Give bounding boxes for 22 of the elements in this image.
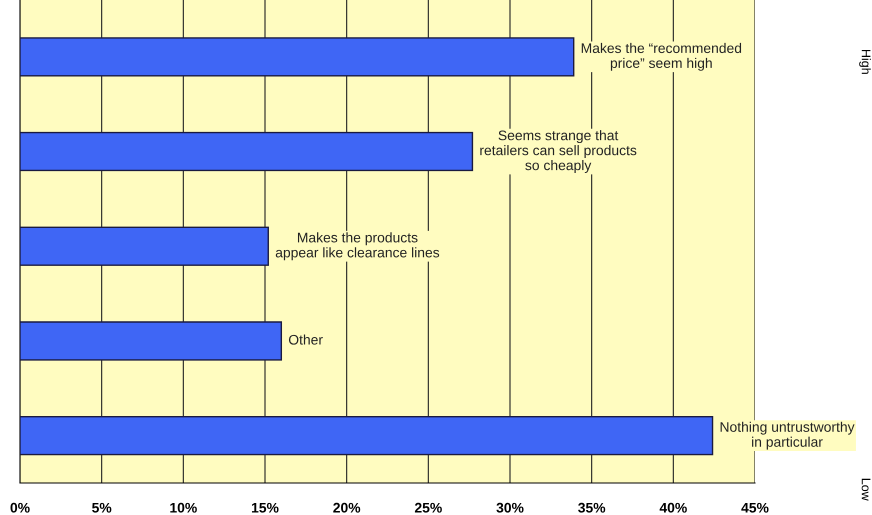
y-tick-label: Makes the products appear like clearance lines — [276, 232, 440, 260]
y-tick-label: Nothing untrustworthy in particular — [720, 422, 855, 450]
x-tick-label: 15% — [252, 502, 279, 513]
bar — [20, 226, 269, 266]
x-tick-label: 35% — [578, 502, 606, 513]
y-tick-label: Other — [288, 334, 323, 345]
x-tick-label: 25% — [414, 502, 442, 513]
bar — [20, 321, 282, 361]
x-tick-label: 45% — [741, 502, 769, 513]
bar — [20, 132, 474, 172]
bar — [20, 416, 714, 456]
y-tick-label: Makes the “recommended price” seem high — [582, 42, 742, 71]
y-tick-label: Seems strange that retailers can sell products so cheaply — [480, 130, 636, 173]
bar — [20, 37, 574, 76]
text: Low — [862, 478, 870, 501]
x-tick-label: 40% — [660, 502, 687, 513]
text: High — [859, 50, 871, 74]
x-tick-label: 10% — [170, 502, 197, 513]
x-tick-label: 0% — [10, 502, 30, 513]
x-tick-label: 20% — [333, 502, 360, 513]
x-tick-label: 5% — [92, 502, 112, 513]
x-tick-label: 30% — [496, 502, 524, 513]
